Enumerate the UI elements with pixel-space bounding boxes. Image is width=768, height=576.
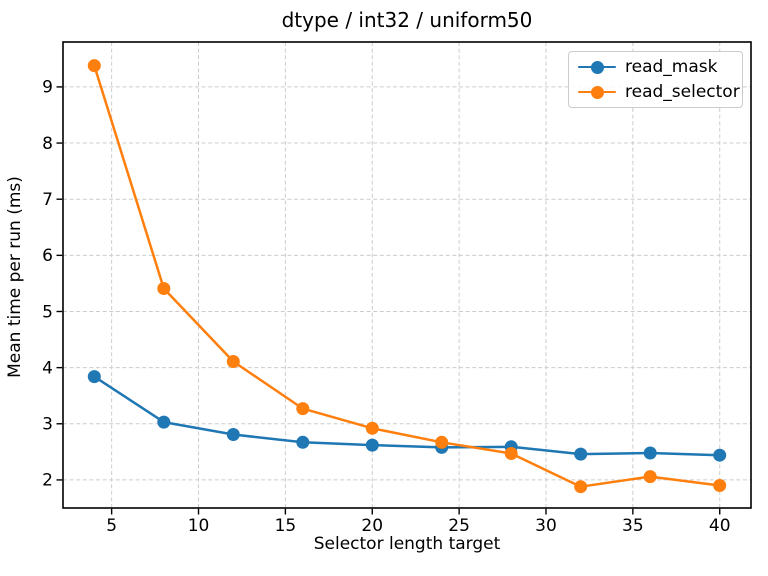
legend-item-read-mask: read_mask <box>578 56 734 78</box>
data-point-read_selector <box>296 402 310 416</box>
series-line-read_selector <box>93 64 721 488</box>
data-point-read_selector <box>157 282 171 295</box>
y-tick-label: 2 <box>42 471 53 491</box>
x-tick-label: 25 <box>448 516 470 536</box>
data-point-read_selector <box>643 470 657 484</box>
y-tick-label: 5 <box>42 302 53 322</box>
x-tick-label: 30 <box>535 516 557 536</box>
y-axis-label: Mean time per run (ms) <box>5 176 25 378</box>
y-tick-label: 3 <box>42 415 53 435</box>
x-tick-label: 5 <box>106 516 117 536</box>
y-tick-label: 4 <box>42 358 53 378</box>
x-tick-label: 15 <box>275 516 297 536</box>
data-point-read_mask <box>296 435 310 449</box>
y-tick-label: 8 <box>42 134 53 154</box>
y-tick-label: 9 <box>42 78 53 98</box>
read-mask-line-marker-icon <box>578 60 616 74</box>
data-point-read_mask <box>157 415 171 429</box>
chart-title: dtype / int32 / uniform50 <box>281 8 533 32</box>
data-point-read_selector <box>504 447 518 460</box>
legend-label-read-selector: read_selector <box>625 82 740 102</box>
legend-label-read-mask: read_mask <box>625 57 718 77</box>
x-tick-label: 10 <box>188 516 210 536</box>
data-point-read_selector <box>226 355 240 368</box>
x-tick-label: 40 <box>709 516 731 536</box>
data-point-read_mask <box>226 428 240 441</box>
y-tick-label: 7 <box>42 190 53 210</box>
x-axis-label: Selector length target <box>313 534 501 554</box>
data-point-read_selector <box>435 435 449 449</box>
data-point-read_selector <box>713 479 727 492</box>
legend-item-read-selector: read_selector <box>578 81 740 103</box>
legend: read_mask read_selector <box>568 51 743 108</box>
data-point-read_mask <box>87 370 101 384</box>
data-point-read_selector <box>574 480 588 494</box>
x-tick-label: 35 <box>622 516 644 536</box>
y-tick-label: 6 <box>42 246 53 266</box>
read-selector-line-marker-icon <box>578 85 616 99</box>
series-line-read_mask <box>93 375 721 457</box>
data-point-read_mask <box>713 448 727 462</box>
data-point-read_mask <box>365 438 379 452</box>
data-point-read_mask <box>643 446 657 460</box>
data-point-read_selector <box>87 59 101 73</box>
axes-frame <box>62 41 752 509</box>
x-tick-label: 20 <box>361 516 383 536</box>
data-point-read_selector <box>365 421 379 435</box>
data-point-read_mask <box>574 447 588 461</box>
